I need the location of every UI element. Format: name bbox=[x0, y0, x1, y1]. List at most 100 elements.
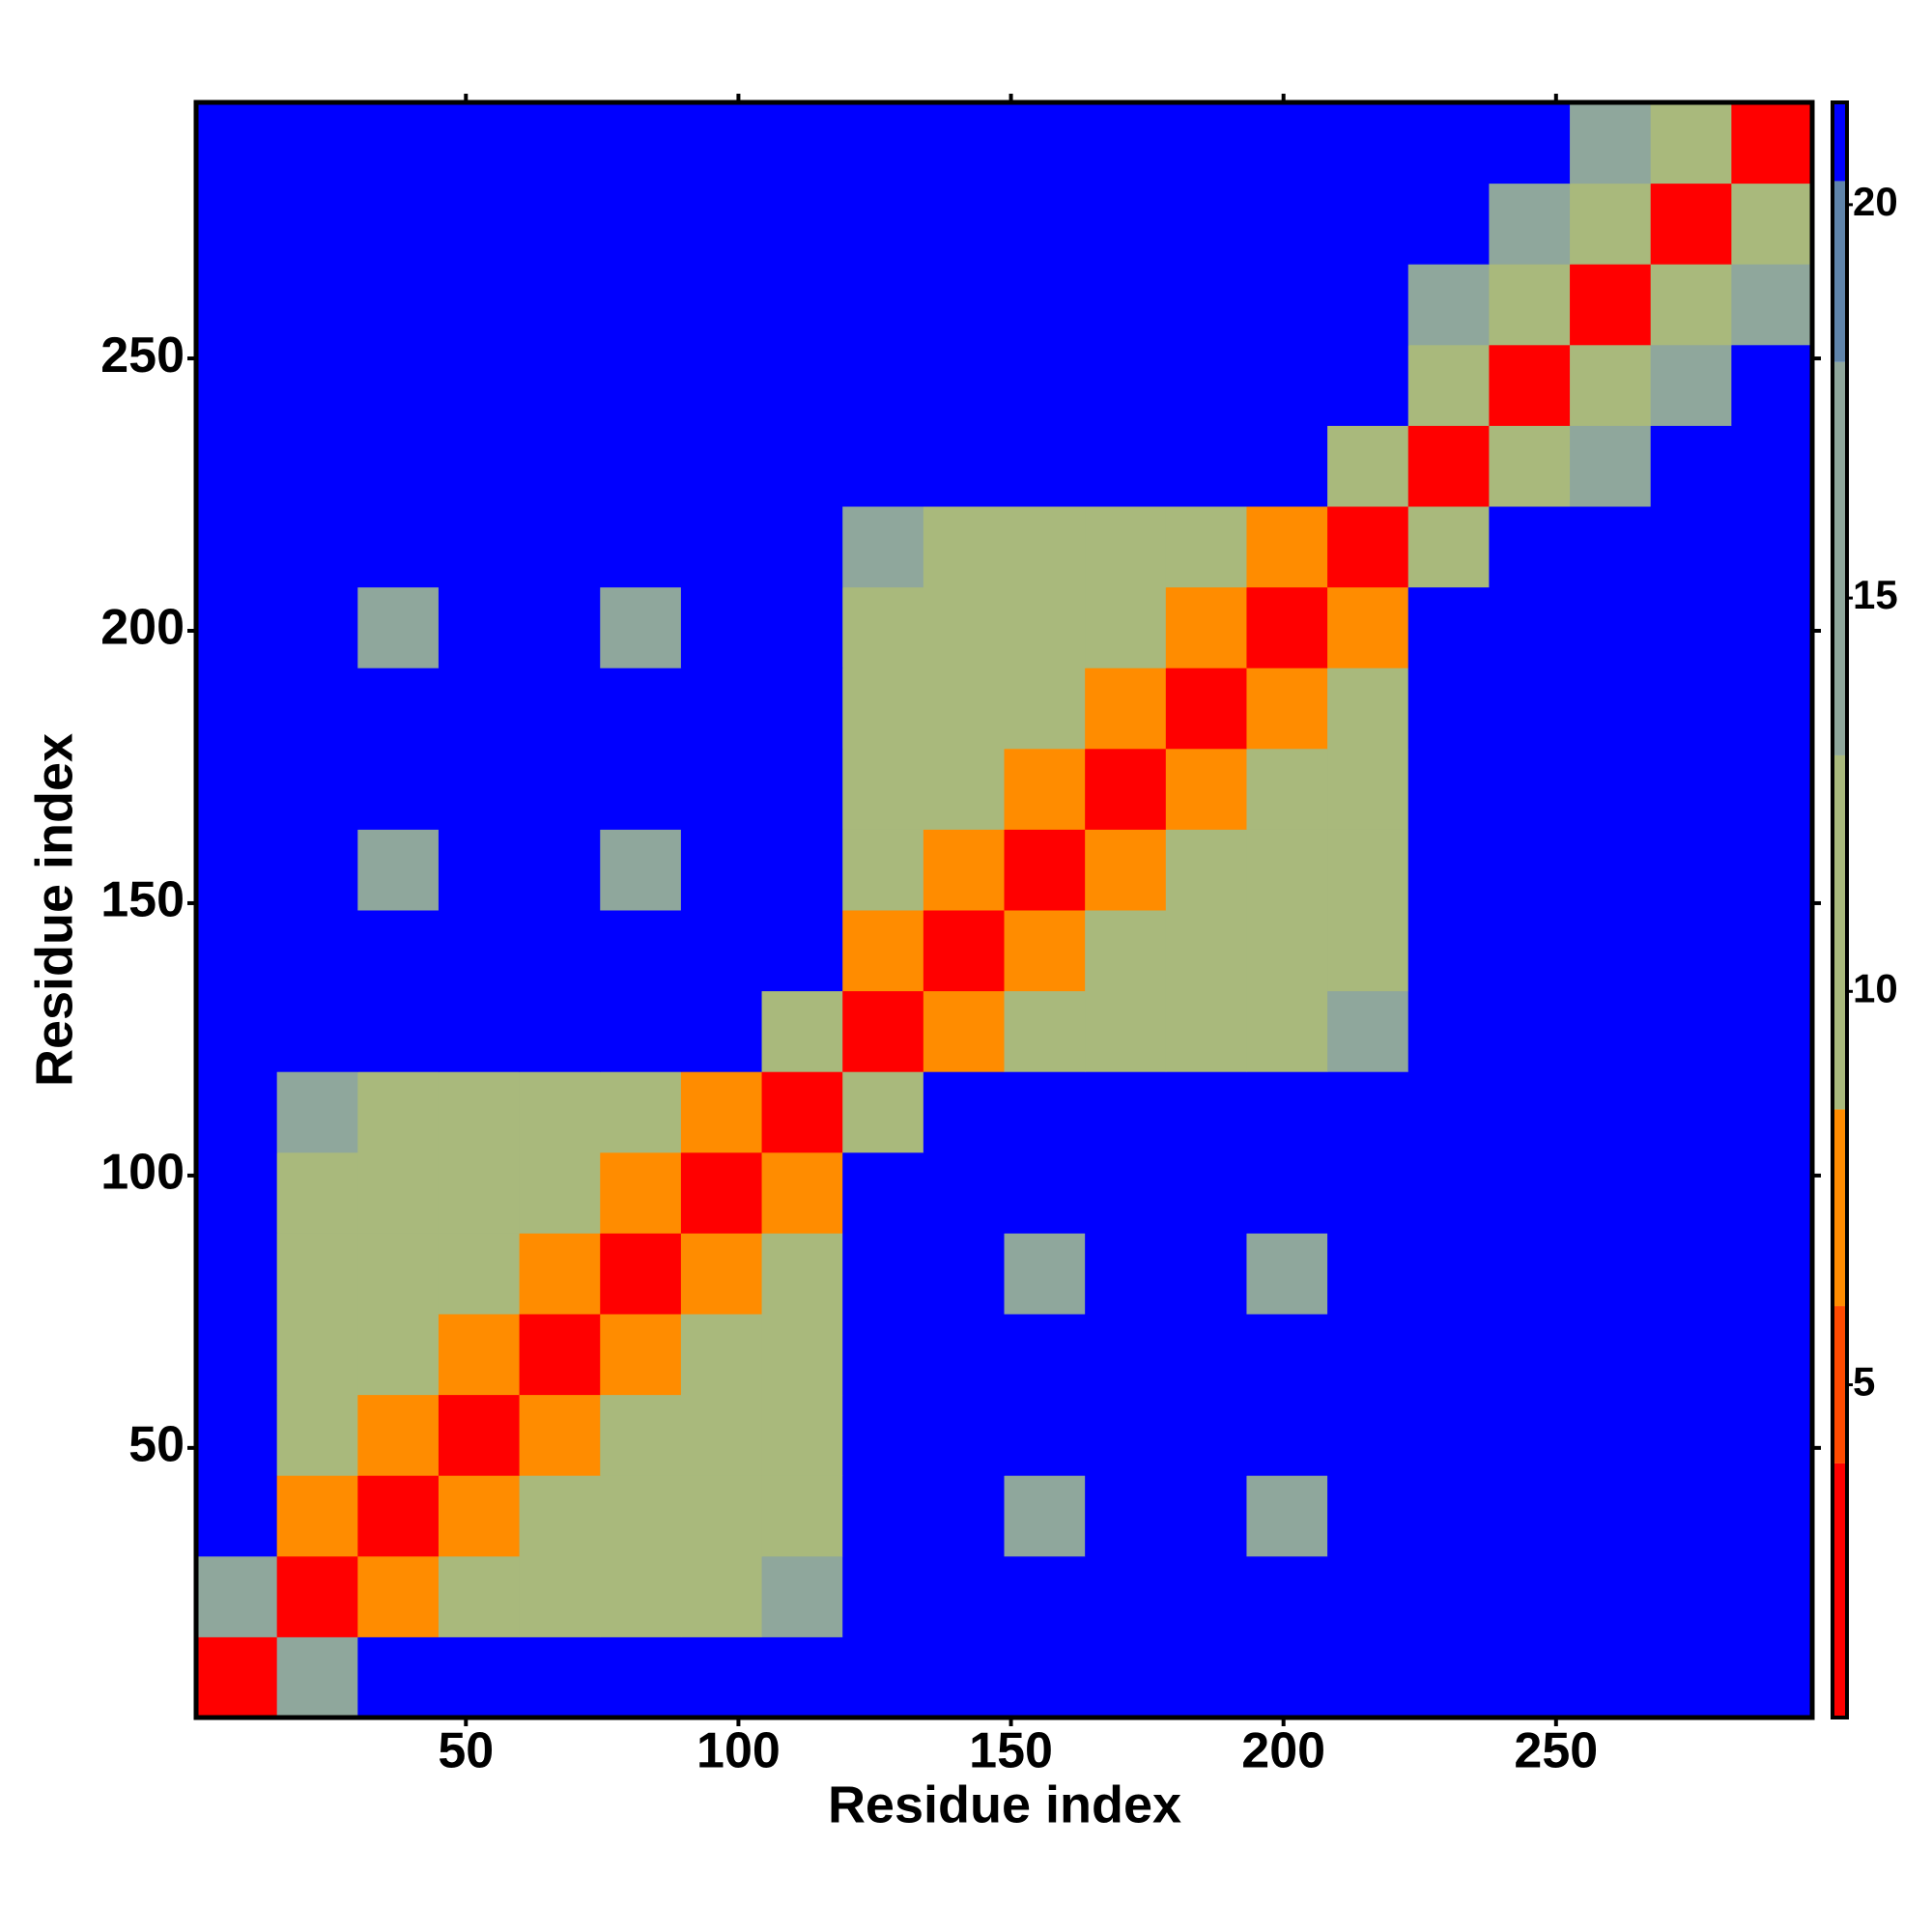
heatmap-cell bbox=[1407, 829, 1490, 911]
heatmap-cell bbox=[196, 183, 278, 265]
heatmap-cell bbox=[680, 1475, 763, 1557]
heatmap-cell bbox=[1489, 264, 1571, 346]
heatmap-cell bbox=[276, 102, 358, 185]
heatmap-cell bbox=[761, 264, 843, 346]
heatmap-cell bbox=[1489, 425, 1571, 507]
heatmap-cell bbox=[1650, 1394, 1732, 1476]
heatmap-cell bbox=[842, 748, 924, 830]
heatmap-cell bbox=[1165, 910, 1247, 992]
heatmap-cell bbox=[761, 586, 843, 668]
heatmap-cell bbox=[1407, 425, 1490, 507]
heatmap-cell bbox=[438, 1314, 521, 1396]
heatmap-cell bbox=[923, 910, 1005, 992]
heatmap-cell bbox=[1489, 1555, 1571, 1637]
heatmap-cell bbox=[600, 344, 682, 426]
heatmap-cell bbox=[1165, 1555, 1247, 1637]
heatmap-cell bbox=[1327, 506, 1409, 588]
heatmap-cell bbox=[1407, 264, 1490, 346]
heatmap-cell bbox=[1650, 1233, 1732, 1315]
heatmap-cell bbox=[196, 264, 278, 346]
x-tick-label: 50 bbox=[438, 1723, 494, 1779]
heatmap-cell bbox=[842, 1475, 924, 1557]
heatmap-cell bbox=[1731, 910, 1813, 992]
heatmap-cell bbox=[680, 425, 763, 507]
heatmap-cell bbox=[1407, 1071, 1490, 1153]
heatmap-cell bbox=[1165, 425, 1247, 507]
heatmap-cell bbox=[680, 668, 763, 750]
heatmap-cell bbox=[842, 506, 924, 588]
heatmap-cell bbox=[438, 102, 521, 185]
colorbar-band bbox=[1833, 181, 1847, 362]
heatmap-cell bbox=[600, 1394, 682, 1476]
heatmap-cell bbox=[842, 668, 924, 750]
heatmap-cell bbox=[1165, 668, 1247, 750]
heatmap-cell bbox=[1650, 990, 1732, 1072]
heatmap-cell bbox=[1246, 183, 1328, 265]
heatmap-cell bbox=[438, 183, 521, 265]
heatmap-cell bbox=[357, 1314, 440, 1396]
heatmap-cell bbox=[842, 1151, 924, 1234]
heatmap-cell bbox=[196, 668, 278, 750]
heatmap-cell bbox=[1570, 344, 1652, 426]
heatmap-cell bbox=[680, 586, 763, 668]
heatmap-cell bbox=[1085, 910, 1167, 992]
heatmap-cell bbox=[1650, 1475, 1732, 1557]
heatmap-cell bbox=[1246, 1071, 1328, 1153]
heatmap-cell bbox=[1731, 102, 1813, 185]
heatmap-cell bbox=[680, 990, 763, 1072]
heatmap-cell bbox=[761, 748, 843, 830]
heatmap-cell bbox=[1004, 183, 1086, 265]
heatmap-cell bbox=[923, 1314, 1005, 1396]
heatmap-cell bbox=[357, 264, 440, 346]
heatmap-cell bbox=[1731, 264, 1813, 346]
colorbar-band bbox=[1833, 1109, 1847, 1307]
heatmap-cell bbox=[357, 183, 440, 265]
heatmap-cell bbox=[1731, 1151, 1813, 1234]
heatmap-cell bbox=[357, 102, 440, 185]
heatmap-cell bbox=[1327, 1151, 1409, 1234]
colorbar-tick-label: 10 bbox=[1853, 965, 1898, 1010]
heatmap-cell bbox=[1165, 183, 1247, 265]
heatmap-cell bbox=[1570, 1071, 1652, 1153]
heatmap-cell bbox=[1489, 1071, 1571, 1153]
heatmap-cell bbox=[1731, 425, 1813, 507]
heatmap-cell bbox=[1650, 1636, 1732, 1719]
heatmap-cell bbox=[1570, 506, 1652, 588]
heatmap-cell bbox=[1165, 990, 1247, 1072]
heatmap-cell bbox=[276, 1475, 358, 1557]
heatmap-cell bbox=[1407, 1314, 1490, 1396]
heatmap-cell bbox=[1246, 1233, 1328, 1315]
heatmap-cell bbox=[1165, 344, 1247, 426]
heatmap-cell bbox=[923, 1071, 1005, 1153]
heatmap-cell bbox=[600, 183, 682, 265]
heatmap-cell bbox=[761, 1071, 843, 1153]
heatmap-cell bbox=[1570, 1394, 1652, 1476]
heatmap-cell bbox=[600, 1636, 682, 1719]
heatmap-cell bbox=[842, 344, 924, 426]
heatmap-cell bbox=[761, 1151, 843, 1234]
heatmap-cell bbox=[1731, 1636, 1813, 1719]
heatmap-cell bbox=[680, 344, 763, 426]
heatmap bbox=[196, 102, 1813, 1719]
heatmap-cell bbox=[761, 990, 843, 1072]
heatmap-cell bbox=[1731, 829, 1813, 911]
y-tick-label: 100 bbox=[100, 1145, 185, 1201]
heatmap-cell bbox=[1570, 1475, 1652, 1557]
heatmap-cell bbox=[1407, 1394, 1490, 1476]
heatmap-cell bbox=[519, 264, 601, 346]
heatmap-cell bbox=[600, 1151, 682, 1234]
heatmap-cell bbox=[1650, 1314, 1732, 1396]
heatmap-cell bbox=[1085, 586, 1167, 668]
colorbar-band bbox=[1833, 754, 1847, 1110]
heatmap-cell bbox=[923, 264, 1005, 346]
heatmap-cell bbox=[438, 425, 521, 507]
heatmap-cell bbox=[438, 1233, 521, 1315]
heatmap-cell bbox=[600, 910, 682, 992]
y-tick-label: 50 bbox=[128, 1417, 185, 1473]
heatmap-cell bbox=[519, 344, 601, 426]
heatmap-cell bbox=[1327, 1475, 1409, 1557]
heatmap-cell bbox=[923, 1233, 1005, 1315]
heatmap-cell bbox=[357, 1151, 440, 1234]
heatmap-cell bbox=[1085, 1314, 1167, 1396]
